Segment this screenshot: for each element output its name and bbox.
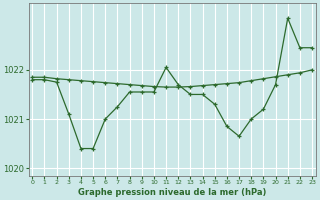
X-axis label: Graphe pression niveau de la mer (hPa): Graphe pression niveau de la mer (hPa) — [78, 188, 266, 197]
